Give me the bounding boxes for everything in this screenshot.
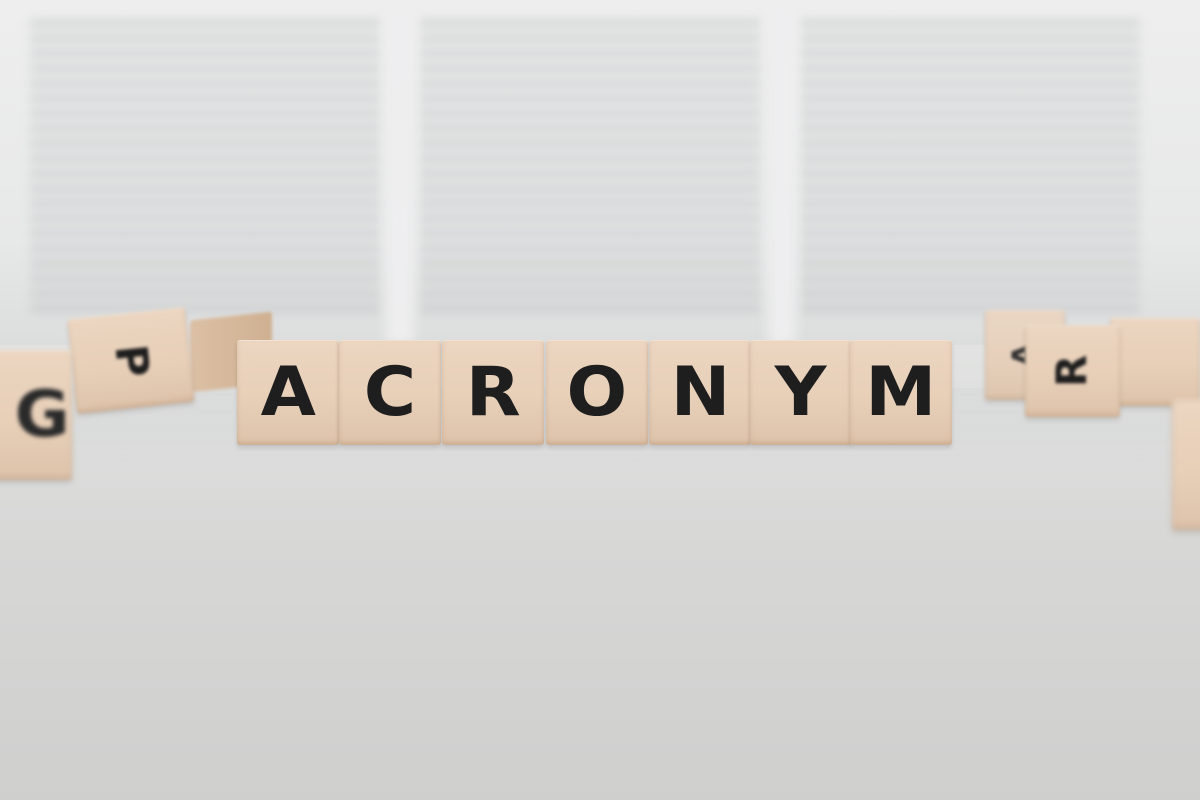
newspaper-gutter — [386, 0, 414, 345]
background-newspaper — [0, 0, 1200, 345]
letter-tile: O — [546, 340, 648, 445]
letter-tile: A — [237, 340, 339, 445]
letter-tile: M — [850, 340, 952, 445]
tile-letter: R — [1047, 354, 1097, 388]
newspaper-column — [30, 20, 380, 320]
newspaper-column — [800, 20, 1140, 320]
tile-letter: P — [104, 341, 159, 380]
tile-letter: A — [260, 352, 316, 432]
tile-letter: R — [465, 352, 521, 432]
tile-letter: Y — [775, 352, 827, 432]
scattered-tile-edge — [1172, 400, 1200, 530]
foreground-table — [0, 470, 1200, 800]
tile-letter: N — [670, 352, 730, 432]
tile-letter: O — [566, 352, 628, 432]
newspaper-gutter — [768, 0, 796, 345]
scattered-tile — [1110, 318, 1200, 406]
letter-tile: N — [649, 340, 751, 445]
scattered-tile: G — [0, 350, 72, 480]
letter-tile: Y — [750, 340, 852, 445]
scattered-tile: R — [1025, 325, 1120, 417]
newspaper-column — [420, 20, 760, 320]
letter-tile: R — [442, 340, 544, 445]
letter-tile: C — [339, 340, 441, 445]
tile-letter: G — [14, 378, 70, 452]
scattered-tile: P — [67, 307, 195, 414]
tile-letter: C — [363, 352, 417, 432]
tile-letter: M — [865, 352, 937, 432]
